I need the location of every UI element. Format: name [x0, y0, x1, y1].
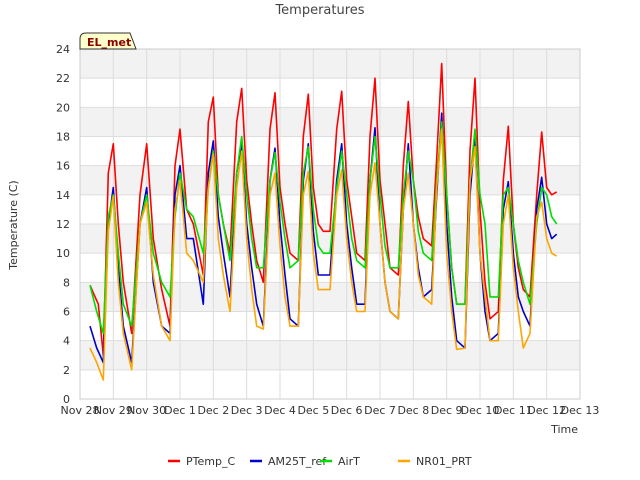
x-tick-label: Dec 8	[397, 404, 429, 417]
y-tick-label: 4	[63, 335, 70, 348]
y-tick-label: 2	[63, 364, 70, 377]
y-tick-label: 16	[56, 160, 70, 173]
station-badge: EL_met	[79, 32, 137, 50]
x-tick-label: Nov 29	[94, 404, 133, 417]
series-line-ptemp-c	[89, 62, 558, 357]
plot-area	[79, 48, 581, 400]
x-tick-label: Dec 3	[231, 404, 263, 417]
x-tick-label: Dec 9	[431, 404, 463, 417]
plot-band	[80, 49, 580, 79]
x-tick-label: Dec 2	[197, 404, 229, 417]
y-tick-label: 12	[56, 218, 70, 231]
y-tick-label: 8	[63, 276, 70, 289]
plot-band	[80, 165, 580, 195]
series-line-nr01-prt	[89, 128, 558, 381]
x-tick-label: Dec 12	[527, 404, 566, 417]
x-tick-label: Dec 13	[561, 404, 600, 417]
legend-item: NR01_PRT	[398, 455, 472, 468]
y-tick-label: 6	[63, 306, 70, 319]
x-tick-label: Dec 6	[331, 404, 363, 417]
x-tick-label: Dec 10	[461, 404, 500, 417]
legend-label: NR01_PRT	[416, 455, 472, 468]
y-axis-label: Temperature (C)	[7, 180, 20, 270]
legend-label: PTemp_C	[186, 455, 235, 468]
legend-label: AirT	[338, 455, 360, 468]
legend-item: AirT	[320, 455, 360, 468]
y-tick-label: 14	[56, 189, 70, 202]
y-tick-label: 18	[56, 131, 70, 144]
x-tick-label: Nov 28	[61, 404, 100, 417]
plot-band	[80, 107, 580, 137]
y-tick-label: 0	[63, 393, 70, 406]
plot-bands	[80, 49, 580, 370]
legend-item: AM25T_ref	[250, 455, 327, 468]
chart-title: Temperatures	[274, 3, 364, 18]
x-tick-label: Dec 5	[297, 404, 329, 417]
legend-item: PTemp_C	[168, 455, 235, 468]
x-tick-label: Dec 4	[264, 404, 296, 417]
y-tick-label: 24	[56, 43, 70, 56]
x-tick-label: Dec 7	[364, 404, 396, 417]
y-tick-label: 22	[56, 72, 70, 85]
station-label: EL_met	[87, 36, 131, 49]
y-tick-label: 10	[56, 247, 70, 260]
x-tick-label: Dec 1	[164, 404, 196, 417]
legend-label: AM25T_ref	[268, 455, 327, 468]
series-lines	[89, 62, 558, 381]
legend: PTemp_C AM25T_ref AirT NR01_PRT	[168, 455, 472, 468]
y-tick-label: 20	[56, 101, 70, 114]
x-tick-label: Nov 30	[127, 404, 166, 417]
plot-band	[80, 340, 580, 370]
x-axis-label: Time	[550, 423, 578, 436]
x-tick-label: Dec 11	[494, 404, 533, 417]
